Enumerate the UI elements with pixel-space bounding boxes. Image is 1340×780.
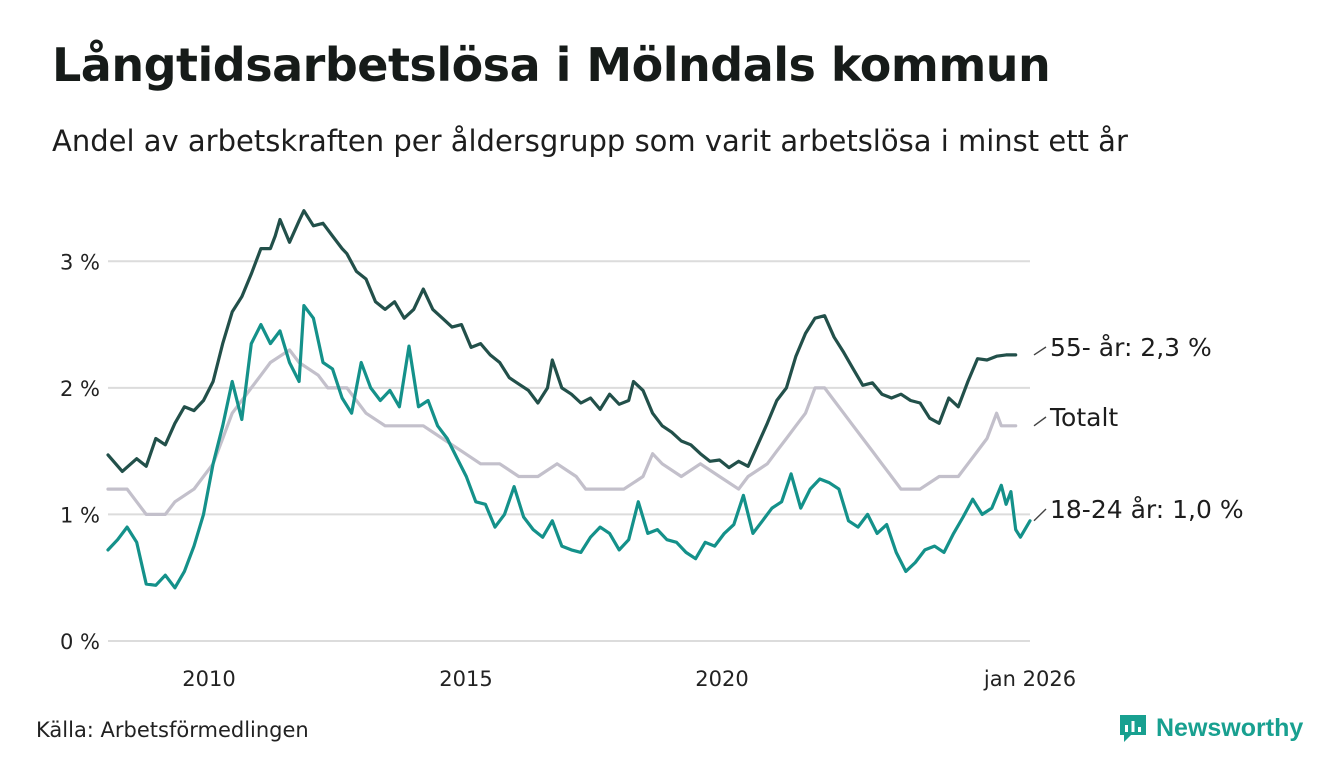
- y-tick-label: 1 %: [60, 503, 100, 527]
- end-label: Totalt: [1049, 403, 1118, 432]
- chart-title: Långtidsarbetslösa i Mölndals kommun: [52, 38, 1051, 92]
- y-tick-label: 2 %: [60, 377, 100, 401]
- series-line-55-r: [106, 209, 1018, 473]
- end-label-leader: [1033, 346, 1047, 356]
- end-label-leader: [1033, 416, 1047, 427]
- series-line-18-24-r: [106, 304, 1032, 590]
- brand-logo: Newsworthy: [1118, 712, 1303, 744]
- y-axis-ticks: 0 % 1 % 2 % 3 %: [60, 250, 100, 654]
- gridlines: [108, 260, 1030, 642]
- end-labels: 55- år: 2,3 % Totalt 18-24 år: 1,0 %: [1033, 333, 1244, 524]
- end-label-leader: [1033, 508, 1047, 522]
- source-note: Källa: Arbetsförmedlingen: [36, 718, 309, 742]
- x-tick-label: jan 2026: [983, 667, 1076, 691]
- y-tick-label: 0 %: [60, 630, 100, 654]
- newsworthy-logo-icon: [1120, 715, 1146, 742]
- y-tick-label: 3 %: [60, 250, 100, 274]
- series-lines: [106, 209, 1032, 590]
- x-tick-label: 2020: [695, 667, 748, 691]
- chart-subtitle: Andel av arbetskraften per åldersgrupp s…: [52, 124, 1128, 158]
- end-label: 55- år: 2,3 %: [1050, 333, 1212, 362]
- x-tick-label: 2010: [182, 667, 235, 691]
- x-axis-ticks: 2010 2015 2020 jan 2026: [182, 667, 1076, 691]
- x-tick-label: 2015: [439, 667, 492, 691]
- brand-name: Newsworthy: [1156, 713, 1304, 742]
- end-label: 18-24 år: 1,0 %: [1050, 495, 1244, 524]
- series-line-totalt: [106, 348, 1018, 516]
